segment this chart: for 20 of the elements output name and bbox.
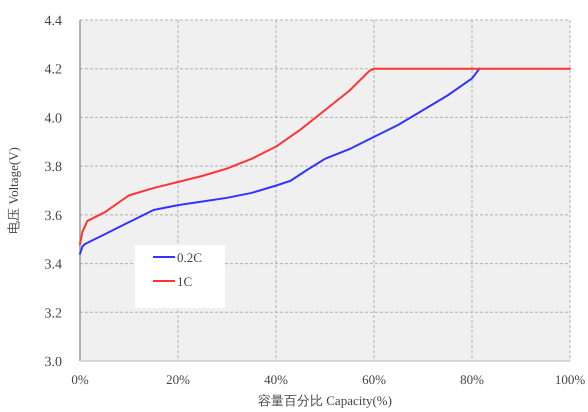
y-tick-label: 3.0 bbox=[44, 355, 62, 370]
x-tick-label: 0% bbox=[71, 372, 89, 387]
legend-label: 1C bbox=[177, 274, 192, 289]
x-tick-label: 60% bbox=[362, 372, 386, 387]
legend-label: 0.2C bbox=[177, 250, 202, 265]
x-tick-label: 40% bbox=[264, 372, 288, 387]
x-axis-title: 容量百分比 Capacity(%) bbox=[258, 393, 392, 408]
line-series bbox=[79, 68, 571, 246]
x-tick-label: 20% bbox=[166, 372, 190, 387]
y-tick-label: 4.2 bbox=[44, 62, 62, 78]
y-tick-label: 3.8 bbox=[44, 160, 62, 176]
x-tick-label: 80% bbox=[460, 372, 484, 387]
y-tick-label: 3.4 bbox=[44, 258, 62, 273]
line-series bbox=[79, 68, 480, 255]
y-tick-label: 3.2 bbox=[44, 306, 62, 322]
y-axis-title: 电压 Voltage(V) bbox=[6, 147, 21, 234]
x-tick-label: 100% bbox=[554, 372, 586, 387]
y-tick-label: 3.6 bbox=[44, 208, 62, 224]
y-tick-label: 4.4 bbox=[44, 14, 62, 29]
y-tick-label: 4.0 bbox=[44, 111, 62, 126]
